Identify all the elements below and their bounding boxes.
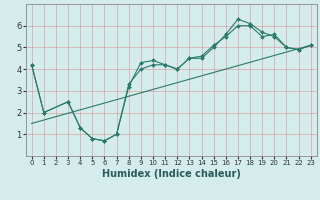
X-axis label: Humidex (Indice chaleur): Humidex (Indice chaleur)	[102, 169, 241, 179]
